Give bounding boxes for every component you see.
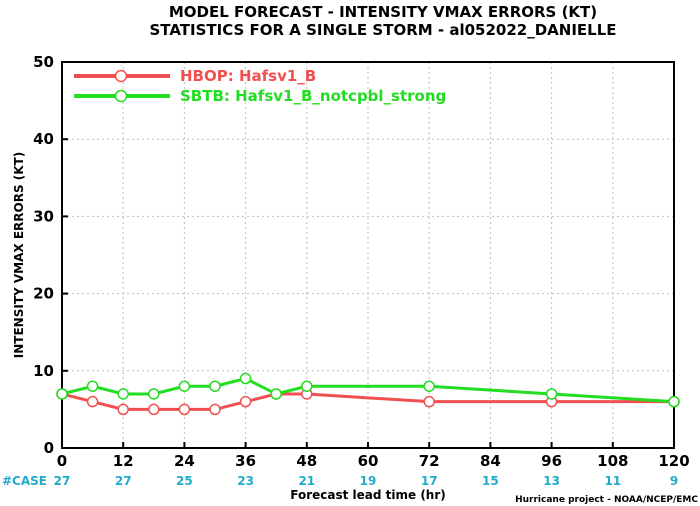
case-label: #CASE <box>2 474 47 488</box>
data-point-series-1 <box>86 395 99 408</box>
y-tick-label: 0 <box>44 439 54 457</box>
x-tick-label: 96 <box>541 452 562 470</box>
x-axis-label: Forecast lead time (hr) <box>290 488 446 502</box>
data-point-series-2 <box>668 395 680 408</box>
chart-title: MODEL FORECAST - INTENSITY VMAX ERRORS (… <box>169 3 597 21</box>
case-count: 27 <box>54 474 71 488</box>
case-count: 23 <box>237 474 254 488</box>
data-point-series-2 <box>423 380 435 392</box>
x-tick-label: 48 <box>296 452 317 470</box>
legend-marker-2 <box>114 89 128 103</box>
x-tick-label: 72 <box>419 452 440 470</box>
case-count: 25 <box>176 474 193 488</box>
x-tick-label: 0 <box>57 452 67 470</box>
x-tick-label: 60 <box>358 452 379 470</box>
data-point-series-2 <box>86 380 99 392</box>
x-tick-label: 24 <box>174 452 195 470</box>
data-point-series-2 <box>239 372 252 385</box>
data-point-series-2 <box>270 388 282 400</box>
data-point-series-2 <box>178 380 191 392</box>
case-count: 19 <box>360 474 377 488</box>
data-point-series-1 <box>148 403 160 416</box>
data-point-series-2 <box>117 388 129 400</box>
y-tick-label: 20 <box>33 285 54 303</box>
x-tick-label: 108 <box>597 452 628 470</box>
x-tick-label: 84 <box>480 452 501 470</box>
data-point-series-2 <box>148 388 160 400</box>
case-row: #CASE 27 27 25 23 21 19 17 15 13 11 9 <box>2 474 678 488</box>
y-axis-label: INTENSITY VMAX ERRORS (KT) <box>12 152 26 358</box>
data-point-series-2 <box>545 388 558 400</box>
case-count: 15 <box>482 474 499 488</box>
y-tick-label: 40 <box>33 130 54 148</box>
x-tick-label: 36 <box>235 452 256 470</box>
legend: HBOP: Hafsv1_B SBTB: Hafsv1_B_notcpbl_str… <box>74 67 446 105</box>
axis-ticks: 0 12 24 36 48 60 72 84 96 108 120 0 10 20 30 40 50 <box>33 53 690 470</box>
x-tick-label: 120 <box>658 452 689 470</box>
chart-subtitle: STATISTICS FOR A SINGLE STORM - al052022… <box>149 21 616 39</box>
data-point-series-1 <box>209 403 221 416</box>
y-tick-label: 30 <box>33 207 54 225</box>
data-point-series-2 <box>209 380 221 392</box>
y-tick-label: 50 <box>33 53 54 71</box>
data-point-series-2 <box>56 388 68 400</box>
data-point-series-1 <box>423 395 435 408</box>
credit-text: Hurricane project - NOAA/NCEP/EMC <box>515 495 698 505</box>
case-count: 21 <box>298 474 315 488</box>
y-tick-label: 10 <box>33 362 54 380</box>
series-group <box>56 372 680 416</box>
case-count: 9 <box>670 474 678 488</box>
case-count: 11 <box>604 474 621 488</box>
legend-label-1: HBOP: Hafsv1_B <box>180 67 316 85</box>
data-point-series-1 <box>239 395 252 408</box>
data-point-series-2 <box>301 380 313 392</box>
legend-label-2: SBTB: Hafsv1_B_notcpbl_strong <box>180 87 446 105</box>
case-count: 17 <box>421 474 438 488</box>
case-count: 13 <box>543 474 560 488</box>
legend-marker-1 <box>114 69 128 83</box>
x-tick-label: 12 <box>113 452 134 470</box>
data-point-series-1 <box>117 403 129 416</box>
case-count: 27 <box>115 474 132 488</box>
data-point-series-1 <box>178 403 191 416</box>
